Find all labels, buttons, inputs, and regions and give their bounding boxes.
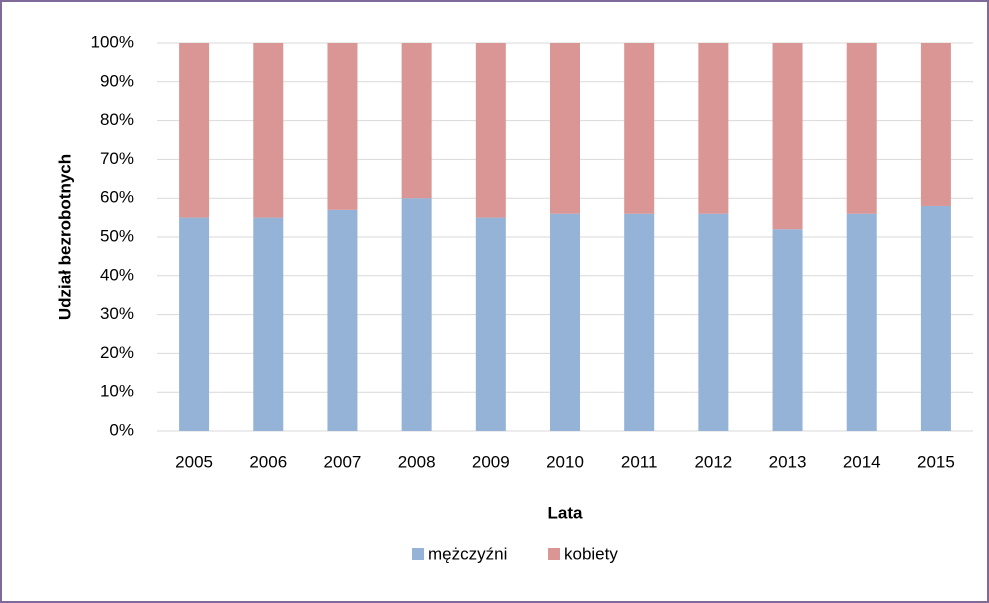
y-tick-label: 10%: [100, 382, 134, 401]
legend-swatch: [412, 548, 424, 560]
legend-label: kobiety: [564, 544, 618, 563]
y-tick-label: 30%: [100, 304, 134, 323]
x-tick-label: 2012: [694, 452, 732, 471]
x-tick-label: 2013: [769, 452, 807, 471]
y-tick-label: 40%: [100, 265, 134, 284]
bar-segment: [550, 213, 580, 431]
x-tick-label: 2010: [546, 452, 584, 471]
y-tick-label: 80%: [100, 110, 134, 129]
x-tick-label: 2011: [621, 452, 658, 471]
bar-segment: [624, 213, 655, 431]
legend-swatch: [548, 548, 560, 560]
bar-segment: [772, 229, 803, 431]
bar-segment: [846, 43, 877, 214]
y-tick-label: 90%: [100, 71, 134, 90]
legend-label: mężczyźni: [428, 544, 507, 563]
bar-segment: [846, 213, 877, 431]
bar-segment: [920, 205, 951, 431]
bar-segment: [327, 209, 358, 431]
bar-segment: [475, 43, 506, 218]
bar-segment: [772, 43, 803, 230]
bar-segment: [253, 217, 284, 431]
x-tick-label: 2009: [472, 452, 510, 471]
bar-segment: [550, 43, 580, 214]
y-tick-label: 50%: [100, 226, 134, 245]
y-tick-label: 20%: [100, 343, 134, 362]
bar-segment: [475, 217, 506, 431]
x-tick-label: 2015: [917, 452, 955, 471]
x-tick-label: 2005: [175, 452, 213, 471]
x-axis-title: Lata: [548, 503, 584, 522]
x-tick-label: 2006: [249, 452, 287, 471]
bar-segment: [920, 43, 951, 206]
bar-segment: [698, 213, 729, 431]
bar-segment: [698, 43, 729, 214]
x-tick-label: 2007: [324, 452, 362, 471]
bar-segment: [179, 217, 210, 431]
bar-segment: [401, 198, 432, 431]
bar-segment: [179, 43, 210, 218]
y-tick-label: 70%: [100, 149, 134, 168]
x-tick-label: 2008: [398, 452, 436, 471]
bar-segment: [401, 43, 432, 199]
y-tick-label: 60%: [100, 188, 134, 207]
bar-segment: [253, 43, 284, 218]
bar-segment: [624, 43, 655, 214]
y-tick-label: 100%: [91, 32, 134, 51]
bar-segment: [327, 43, 358, 210]
y-axis-title: Udział bezrobotnych: [55, 154, 74, 320]
x-tick-label: 2014: [843, 452, 881, 471]
y-tick-label: 0%: [109, 420, 134, 439]
